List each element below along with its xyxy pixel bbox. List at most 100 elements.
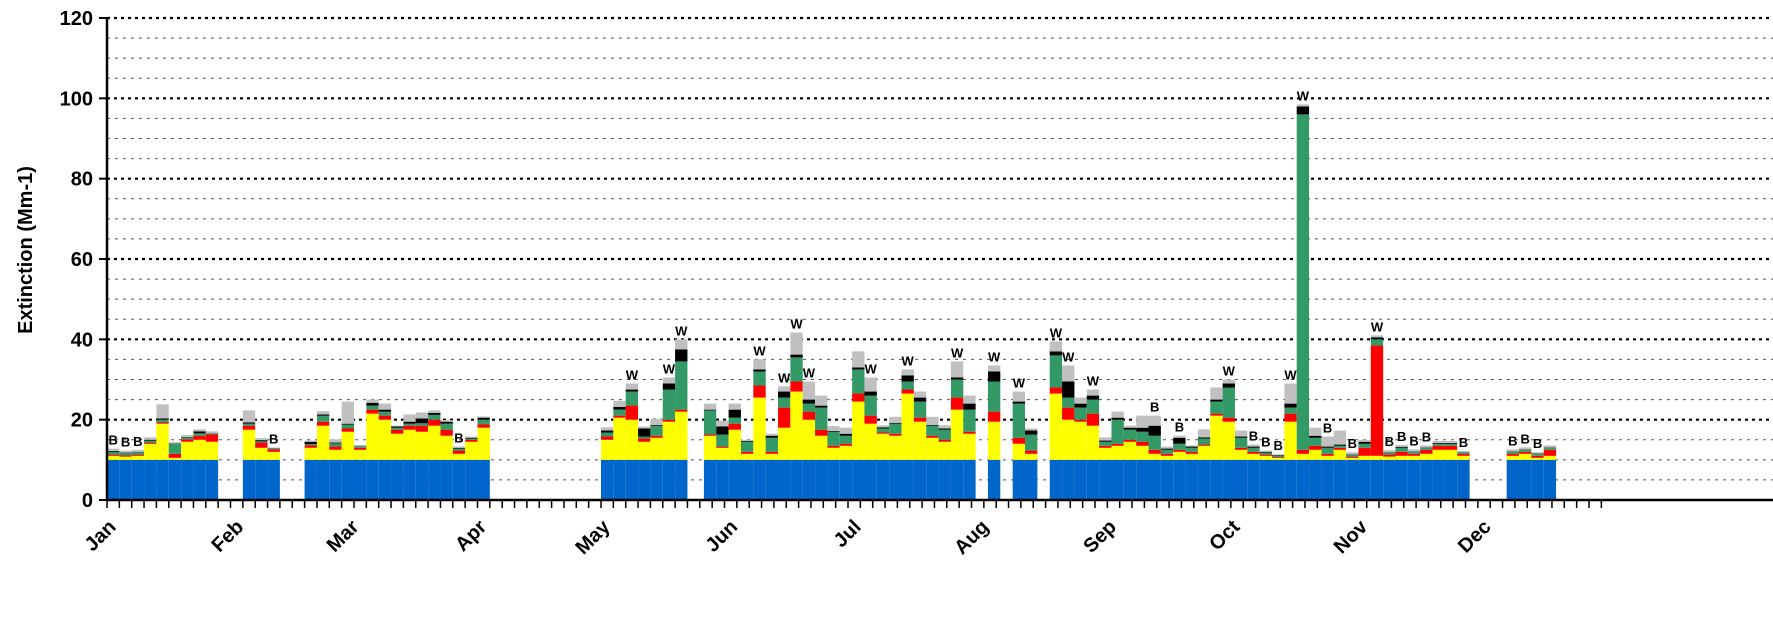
- bar-segment: [267, 451, 280, 460]
- bar-segment: [802, 459, 816, 500]
- bar-segment: [1234, 437, 1248, 448]
- stacked-bar: [378, 403, 392, 500]
- bar-segment: [728, 423, 741, 430]
- bar-segment: [477, 424, 490, 428]
- bar-segment: [1074, 421, 1087, 460]
- bar-segment: [1012, 401, 1026, 404]
- stacked-bar: [753, 359, 766, 500]
- bar-segment: [119, 455, 132, 457]
- bar-segment: [465, 441, 478, 460]
- bar-segment: [465, 439, 478, 442]
- bar-segment: [366, 402, 379, 406]
- bar-segment: [452, 453, 466, 460]
- stacked-bar: [1444, 440, 1458, 500]
- bar-segment: [1210, 415, 1223, 460]
- bar-segment: [1160, 448, 1174, 450]
- bar-segment: [827, 426, 840, 431]
- y-tick-label: 40: [71, 329, 93, 351]
- bar-segment: [1346, 456, 1359, 458]
- bar-segment: [1321, 436, 1334, 447]
- bar-segment: [901, 375, 914, 382]
- bar-segment: [1272, 455, 1285, 458]
- bar-segment: [662, 389, 676, 420]
- bar-segment: [168, 457, 182, 460]
- bar-flag: W: [1087, 374, 1100, 389]
- bar-flag: W: [1284, 368, 1297, 383]
- bar-segment: [1321, 453, 1334, 456]
- bar-segment: [131, 452, 145, 455]
- bar-segment: [703, 403, 717, 410]
- stacked-bar: [1234, 430, 1248, 500]
- bar-segment: [1099, 437, 1112, 441]
- stacked-bar: [440, 420, 453, 500]
- bar-segment: [1309, 445, 1322, 450]
- bar-segment: [963, 403, 976, 410]
- bar-segment: [790, 354, 803, 358]
- bar-segment: [304, 447, 317, 460]
- bar-segment: [403, 425, 416, 430]
- bar-segment: [601, 436, 614, 440]
- bar-segment: [1321, 455, 1334, 460]
- bar-segment: [403, 429, 416, 460]
- bar-segment: [901, 389, 914, 394]
- bar-segment: [316, 425, 330, 460]
- bar-segment: [1160, 449, 1174, 454]
- bar-segment: [1111, 417, 1124, 420]
- bar-segment: [131, 455, 145, 460]
- bar-segment: [675, 411, 688, 460]
- bar-segment: [316, 421, 330, 426]
- stacked-bar: [1370, 335, 1384, 500]
- bar-segment: [1309, 449, 1322, 460]
- bar-segment: [913, 421, 927, 460]
- bar-segment: [1333, 444, 1347, 446]
- bar-segment: [354, 459, 367, 500]
- bar-segment: [1543, 455, 1557, 460]
- bar-segment: [1074, 407, 1087, 420]
- bar-flag: B: [1261, 435, 1270, 450]
- bar-segment: [963, 431, 976, 434]
- bar-segment: [1197, 459, 1211, 500]
- bar-segment: [1173, 449, 1186, 452]
- bar-flag: W: [1062, 349, 1075, 364]
- stacked-bar: [1173, 435, 1186, 500]
- bar-segment: [650, 435, 663, 438]
- bar-segment: [802, 411, 816, 420]
- bar-flag: W: [1297, 88, 1310, 103]
- bar-segment: [1333, 447, 1347, 450]
- stacked-bar: [465, 436, 478, 500]
- bar-segment: [1370, 345, 1384, 456]
- bar-segment: [1111, 443, 1124, 446]
- bar-segment: [1210, 399, 1223, 402]
- bar-segment: [1321, 446, 1334, 448]
- bar-segment: [452, 447, 466, 449]
- bar-segment: [1210, 401, 1223, 414]
- bar-segment: [156, 404, 169, 419]
- stacked-bar: [354, 444, 367, 500]
- bar-segment: [1210, 459, 1223, 500]
- bar-segment: [1222, 387, 1235, 418]
- bar-segment: [1407, 451, 1421, 454]
- bar-segment: [267, 447, 280, 449]
- bar-segment: [119, 450, 132, 453]
- stacked-bar: [242, 410, 256, 500]
- stacked-bar: [1074, 397, 1087, 500]
- stacked-bar: [415, 412, 429, 500]
- bar-segment: [144, 440, 157, 443]
- bar-segment: [876, 428, 890, 433]
- bar-flag: W: [1371, 319, 1384, 334]
- stacked-bar: [950, 361, 964, 500]
- bar-segment: [650, 459, 663, 500]
- bar-segment: [675, 349, 688, 362]
- bar-segment: [428, 414, 441, 420]
- bar-segment: [428, 459, 441, 500]
- bar-segment: [341, 431, 354, 460]
- bar-segment: [815, 405, 828, 408]
- bar-segment: [1197, 437, 1211, 439]
- stacked-bar: [625, 383, 639, 500]
- bar-segment: [864, 377, 877, 392]
- y-tick-label: 60: [71, 249, 93, 271]
- bar-segment: [1370, 455, 1384, 460]
- bar-segment: [1259, 452, 1273, 455]
- bar-segment: [1321, 459, 1334, 500]
- bar-segment: [1012, 403, 1026, 438]
